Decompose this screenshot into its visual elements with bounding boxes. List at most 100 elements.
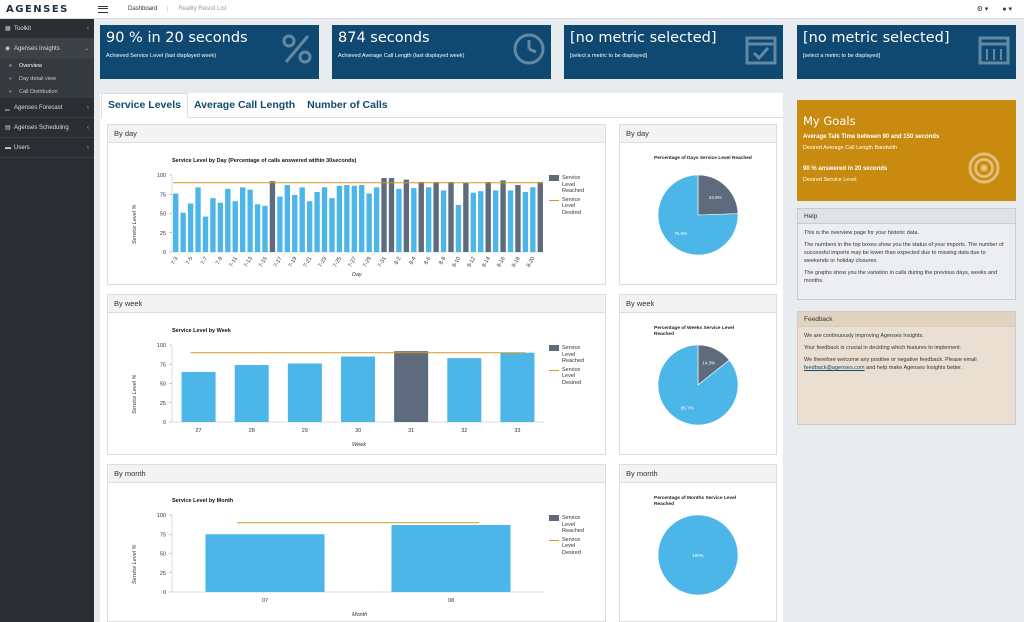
pie-chart-svg: 14.3% 85.7% — [657, 344, 739, 426]
feedback-title: Feedback — [798, 312, 1015, 327]
bar — [418, 181, 424, 252]
bar — [500, 352, 535, 422]
x-tick-label: 8-2 — [393, 256, 402, 266]
feedback-email-link[interactable]: feedback@agenses.com — [804, 365, 865, 371]
x-tick-label: 7-29 — [362, 256, 373, 269]
y-tick-label: 25 — [160, 571, 166, 577]
bar — [500, 180, 506, 252]
bar — [262, 205, 268, 252]
agenses-logo[interactable]: AGENSES — [6, 3, 69, 15]
bar — [381, 178, 387, 252]
kpi-caption: Achieved Average Call Length (last displ… — [338, 53, 465, 59]
sidebar-item-label: Agenses Scheduling — [14, 124, 69, 131]
sidebar-item-agenses-insights[interactable]: ◉ Agenses Insights ⌄ — [0, 39, 94, 59]
bar-chart-svg: 0 25 50 75 100 27 28 29 30 31 32 33 — [157, 343, 544, 434]
bar — [240, 187, 246, 252]
pie-chart-card-by-month: By month Percentage of Months Service Le… — [619, 464, 777, 622]
x-tick-label: 27 — [196, 428, 202, 434]
percent-icon — [282, 34, 312, 64]
sidebar-item-agenses-scheduling[interactable]: ▤ Agenses Scheduling ‹ — [0, 118, 94, 138]
tab-number-of-calls[interactable]: Number of Calls — [307, 99, 388, 111]
bar — [522, 191, 529, 252]
x-tick-label: 8-20 — [526, 256, 537, 269]
x-tick-label: 7-13 — [243, 256, 254, 269]
pie-slice-label: 24.5% — [709, 195, 722, 200]
bar — [314, 191, 320, 252]
pie-chart-svg: 100% — [657, 514, 739, 596]
card-title: By day — [620, 125, 776, 143]
y-tick-label: 0 — [163, 420, 166, 426]
x-axis-label: Month — [352, 612, 368, 618]
sidebar-submenu-insights: » Overview » Day detail view » Call Dist… — [0, 59, 94, 98]
pie-slice — [657, 344, 739, 426]
goal-talk-time: Average Talk Time between 90 and 150 sec… — [803, 134, 940, 140]
pie-chart-svg: 24.5% 75.5% — [657, 174, 739, 256]
breadcrumb-dashboard[interactable]: Dashboard — [128, 6, 158, 12]
feedback-text-wrap: We therefore welcome any positive or neg… — [804, 356, 1009, 372]
bar — [440, 190, 447, 252]
legend-label: Service Level Reached — [562, 345, 585, 364]
bar — [232, 201, 238, 252]
x-tick-label: 8-14 — [481, 256, 492, 269]
calendar-icon — [978, 36, 1010, 65]
bar — [173, 193, 179, 252]
sidebar-subitem-day-detail-view[interactable]: » Day detail view — [0, 72, 94, 85]
legend-label: Service Level Reached — [562, 515, 585, 534]
chart-legend: Service Level Reached Service Level Desir… — [549, 175, 592, 218]
kpi-value: 90 % in 20 seconds — [106, 30, 248, 46]
legend-label: Service Level Desired — [562, 536, 581, 556]
bar — [336, 185, 343, 252]
user-icon[interactable]: ● ▾ — [1002, 6, 1012, 13]
chart-title: Service Level by Week — [172, 328, 231, 334]
bar — [340, 356, 376, 422]
bar — [470, 192, 476, 252]
sidebar-subitem-label: Overview — [19, 62, 42, 69]
kpi-average-call-length: 874 seconds Achieved Average Call Length… — [332, 25, 551, 79]
goal-talk-time-caption: Desired Average Call Length Bandwith — [803, 145, 898, 151]
x-tick-label: 7-27 — [347, 256, 358, 269]
bar — [202, 216, 209, 252]
x-tick-label: 7-5 — [185, 256, 194, 266]
x-tick-label: 8-6 — [423, 256, 432, 266]
sidebar-item-agenses-forecast[interactable]: ▁ Agenses Forecast ‹ — [0, 98, 94, 118]
kpi-service-level: 90 % in 20 seconds Achieved Service Leve… — [100, 25, 319, 79]
bar — [403, 179, 410, 252]
bar — [515, 185, 521, 252]
bar — [366, 193, 372, 252]
x-tick-label: 7-31 — [377, 256, 388, 269]
sidebar-item-label: Toolkit — [14, 25, 32, 32]
clock-icon — [513, 33, 545, 65]
sidebar-item-toolkit[interactable]: ▦ Toolkit ‹ — [0, 19, 94, 39]
x-tick-label: 8-4 — [408, 256, 417, 266]
x-tick-label: 07 — [262, 598, 268, 604]
bar — [344, 185, 350, 252]
bar — [391, 525, 511, 592]
bar-chart-card-by-week: By week Service Level by Week Service Lev… — [107, 294, 606, 455]
x-tick-label: 7-21 — [303, 256, 314, 269]
card-title: By month — [108, 465, 605, 483]
bar — [394, 351, 429, 422]
x-tick-label: 31 — [408, 428, 414, 434]
sidebar-subitem-overview[interactable]: » Overview — [0, 59, 94, 72]
kpi-value: [no metric selected] — [570, 30, 717, 46]
sidebar-item-users[interactable]: ▬ Users ‹ — [0, 138, 94, 158]
x-tick-label: 32 — [461, 428, 467, 434]
bar — [180, 212, 186, 252]
sidebar-subitem-call-distribution[interactable]: » Call Distribution — [0, 85, 94, 98]
help-text: The graphs show you the variation in cal… — [804, 270, 998, 284]
kpi-metric-3: [no metric selected] [select a metric to… — [564, 25, 783, 79]
menu-toggle-icon[interactable] — [98, 5, 108, 13]
y-tick-label: 75 — [160, 532, 166, 538]
sidebar: ▦ Toolkit ‹ ◉ Agenses Insights ⌄ » Overv… — [0, 19, 94, 622]
gear-icon[interactable]: ⚙ ▾ — [976, 6, 989, 13]
bar — [396, 188, 402, 252]
calendar-check-icon — [745, 36, 777, 65]
x-tick-label: 7-3 — [170, 256, 179, 266]
legend-swatch-reached — [549, 345, 559, 351]
tab-average-call-length[interactable]: Average Call Length — [193, 99, 296, 111]
sidebar-item-label: Users — [14, 144, 30, 151]
x-tick-label: 33 — [514, 428, 520, 434]
breadcrumb-reality-result-list[interactable]: Reality Result List — [167, 6, 236, 12]
x-tick-label: 7-7 — [200, 256, 209, 266]
tab-service-levels[interactable]: Service Levels — [101, 93, 188, 118]
